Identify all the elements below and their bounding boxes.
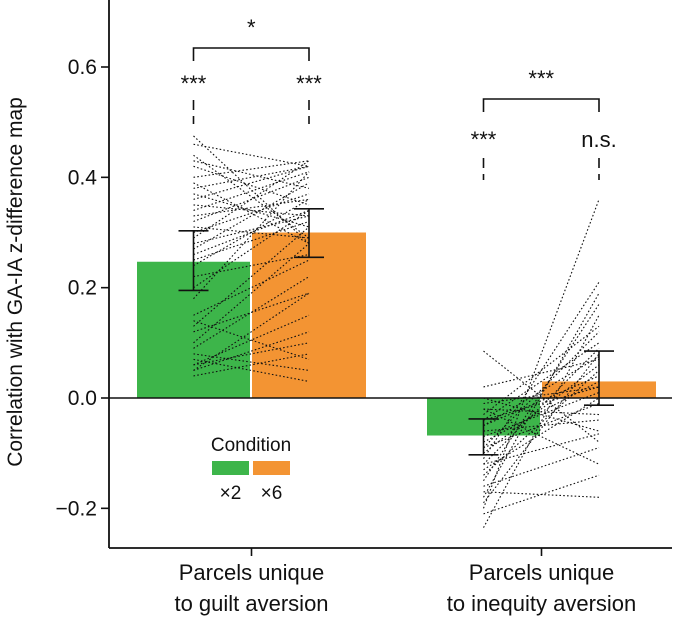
subject-line-group-1-12: [193, 171, 310, 211]
subject-line-group-1-5: [193, 165, 310, 206]
significance-label: *: [247, 15, 256, 40]
significance-label: ***: [528, 66, 554, 91]
subject-line-group-2-30: [483, 408, 600, 416]
error-bar-x2-group-1: [178, 230, 209, 292]
error-bar-x6-group-1: [294, 207, 324, 259]
subject-line-group-1-27: [193, 226, 310, 327]
subject-line-group-2-6: [483, 325, 600, 415]
significance-annotations: **** *** ****** n.s.: [181, 15, 617, 180]
x-category-label-line2: to guilt aversion: [174, 591, 328, 616]
significance-label: ***: [471, 127, 497, 152]
subject-line-group-2-13: [483, 364, 600, 454]
subject-line-group-1-21: [193, 220, 310, 261]
subject-line-group-2-23: [482, 199, 600, 509]
significance-label: n.s.: [581, 127, 616, 152]
subject-line-group-2-15: [483, 347, 600, 465]
subject-line-group-1-22: [193, 198, 310, 267]
subject-line-group-2-18: [483, 303, 600, 482]
subject-line-group-2-17: [483, 370, 600, 476]
subject-line-group-2-2: [483, 358, 600, 388]
legend: Condition ×2 ×6: [211, 435, 291, 504]
legend-title: Condition: [211, 435, 291, 456]
subject-line-group-1-28: [193, 292, 310, 333]
x-category-label-line1: Parcels unique: [469, 560, 615, 585]
subject-line-group-2-25: [483, 314, 600, 528]
subject-line-group-2-19: [483, 447, 600, 487]
legend-label-2: ×6: [261, 483, 283, 504]
subject-line-group-1-26: [193, 259, 310, 316]
subject-line-group-1-23: [193, 254, 310, 278]
y-tick-label: 0.6: [68, 56, 97, 79]
y-tick-label: −0.2: [56, 497, 97, 520]
legend-label-1: ×2: [220, 483, 242, 504]
subject-line-group-2-1: [483, 350, 600, 443]
subject-line-group-2-24: [483, 474, 600, 515]
significance-label: ***: [296, 71, 322, 96]
subject-line-group-2-7: [483, 342, 600, 421]
subject-line-group-2-10: [483, 391, 600, 438]
subject-line-group-2-4: [483, 386, 600, 405]
subject-line-group-1-34: [193, 331, 310, 371]
subject-line-group-1-20: [193, 209, 310, 256]
subject-line-group-1-37: [193, 320, 310, 360]
subject-line-group-1-8: [193, 165, 310, 189]
significance-bracket: [192, 47, 310, 61]
y-tick-label: 0.4: [68, 166, 98, 189]
subject-line-group-1-2: [193, 143, 310, 167]
x-category-label-line2: to inequity aversion: [447, 591, 637, 616]
subject-line-group-1-11: [193, 204, 310, 217]
subject-line-group-1-36: [193, 342, 310, 366]
subject-line-group-1-13: [193, 198, 310, 217]
subject-line-group-1-38: [193, 353, 310, 377]
subject-line-group-2-14: [483, 281, 600, 459]
subject-line-group-2-12: [483, 331, 600, 449]
subject-lines: [193, 135, 600, 528]
subject-line-group-2-5: [483, 408, 600, 465]
subject-line-group-1-3: [193, 154, 310, 239]
y-tick-label: 0.0: [68, 387, 97, 410]
subject-line-group-2-3: [483, 397, 600, 432]
subject-line-group-1-16: [193, 193, 310, 234]
y-axis-title: Correlation with GA-IA z-difference map: [4, 97, 27, 467]
subject-line-group-1-18: [193, 215, 310, 245]
subject-line-group-1-10: [193, 165, 310, 200]
subject-line-group-2-28: [483, 433, 600, 465]
subject-line-group-1-24: [193, 209, 310, 289]
x-category-label-line1: Parcels unique: [179, 560, 325, 585]
error-bar-x2-group-2: [468, 418, 499, 456]
legend-swatch-2: [253, 461, 290, 475]
subject-line-group-2-22: [483, 353, 600, 504]
subject-line-group-1-17: [193, 160, 310, 239]
subject-line-group-2-27: [483, 403, 600, 449]
significance-label: ***: [181, 71, 207, 96]
subject-line-group-1-6: [193, 160, 310, 178]
subject-line-group-1-32: [193, 358, 310, 382]
subject-line-group-1-19: [193, 182, 310, 250]
y-tick-label: 0.2: [68, 277, 97, 300]
subject-line-group-1-31: [193, 353, 310, 371]
subject-line-group-1-35: [193, 292, 310, 371]
subject-line-group-1-29: [193, 243, 310, 344]
subject-line-group-2-21: [483, 292, 600, 498]
significance-bracket: [482, 98, 600, 112]
subject-line-group-2-29: [483, 386, 600, 421]
subject-line-group-1-4: [193, 160, 310, 189]
legend-swatch-1: [212, 461, 249, 475]
error-bar-x6-group-2: [584, 350, 614, 406]
subject-line-group-1-9: [193, 193, 310, 228]
